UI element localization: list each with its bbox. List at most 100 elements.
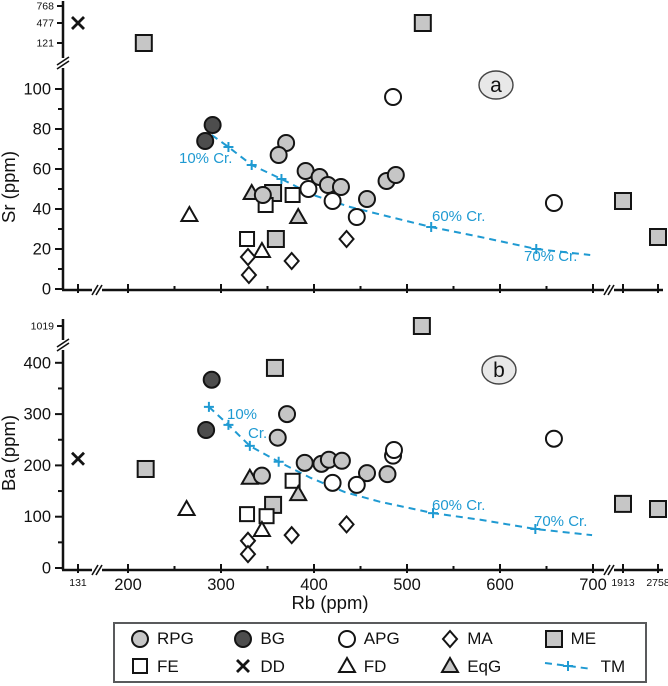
series-MA bbox=[239, 229, 355, 285]
legend-item-me: ME bbox=[542, 628, 645, 650]
svg-text:2758: 2758 bbox=[646, 577, 668, 589]
series-ME bbox=[134, 14, 667, 248]
point-FD bbox=[252, 240, 272, 258]
point-DD bbox=[71, 451, 85, 466]
series-BG bbox=[197, 370, 221, 440]
fe-marker-icon bbox=[132, 658, 148, 675]
svg-text:1019: 1019 bbox=[31, 321, 55, 333]
point-RPG bbox=[358, 190, 377, 208]
legend-item-apg: APG bbox=[335, 628, 438, 650]
point-APG bbox=[323, 473, 342, 492]
legend-item-tm: TM bbox=[542, 655, 645, 677]
series-APG bbox=[323, 429, 563, 494]
point-ME bbox=[134, 34, 153, 52]
tm-marker-icon bbox=[544, 661, 592, 672]
panel-badge-b: b bbox=[481, 355, 517, 385]
y-axis-title-b: Ba (ppm) bbox=[0, 415, 19, 491]
legend-item-fe: FE bbox=[128, 655, 231, 677]
point-FE bbox=[239, 231, 256, 247]
series-FE bbox=[239, 472, 301, 525]
axes-a: 0 20 40 60 80 100 768 477 121 bbox=[23, 1, 663, 299]
point-ME bbox=[614, 192, 632, 210]
point-APG bbox=[384, 441, 403, 460]
point-ME bbox=[413, 14, 432, 32]
svg-text:121: 121 bbox=[36, 38, 54, 50]
point-RPG bbox=[252, 466, 271, 485]
series-DD bbox=[71, 16, 85, 30]
point-RPG bbox=[378, 465, 397, 484]
tm-label: 60% Cr. bbox=[432, 208, 485, 225]
svg-text:600: 600 bbox=[486, 576, 514, 594]
legend-item-ma: MA bbox=[438, 628, 541, 650]
point-APG bbox=[384, 88, 403, 106]
tm-label: 60% Cr. bbox=[432, 497, 485, 514]
axis-break-icon bbox=[56, 56, 70, 70]
point-FD bbox=[179, 204, 200, 222]
point-ME bbox=[266, 230, 285, 248]
legend-label: FD bbox=[363, 656, 387, 676]
point-BG bbox=[197, 421, 216, 440]
point-MA bbox=[239, 544, 257, 564]
point-MA bbox=[239, 247, 257, 267]
apg-marker-icon bbox=[337, 629, 356, 648]
point-ME bbox=[614, 494, 632, 513]
point-APG bbox=[347, 208, 366, 226]
point-RPG bbox=[331, 178, 350, 196]
point-RPG bbox=[295, 453, 314, 472]
point-FE bbox=[284, 472, 301, 489]
legend-item-eqg: EqG bbox=[438, 655, 541, 677]
point-MA bbox=[283, 525, 301, 545]
series-RPG bbox=[252, 405, 397, 485]
point-FD bbox=[252, 520, 272, 538]
point-BG bbox=[202, 370, 221, 389]
svg-text:400: 400 bbox=[23, 354, 51, 372]
point-ME bbox=[136, 459, 155, 478]
point-RPG bbox=[253, 186, 272, 204]
axes-b: 200 300 400 500 600 700 131 1913 2758 0 100 200 300 4… bbox=[23, 319, 668, 594]
svg-text:477: 477 bbox=[36, 18, 54, 30]
panel-b: 200 300 400 500 600 700 131 1913 2758 0 100 200 300 4… bbox=[0, 317, 668, 594]
svg-text:200: 200 bbox=[114, 576, 142, 594]
point-APG bbox=[299, 180, 318, 198]
point-FE bbox=[239, 506, 256, 523]
tm-label: 70% Cr. bbox=[524, 248, 577, 265]
x-axis-title: Rb (ppm) bbox=[291, 592, 368, 613]
point-RPG bbox=[386, 166, 405, 184]
tm-label: Cr. bbox=[248, 425, 267, 442]
legend-label: DD bbox=[260, 656, 285, 676]
svg-text:b: b bbox=[493, 359, 505, 382]
svg-text:a: a bbox=[490, 74, 502, 97]
legend-label: RPG bbox=[157, 629, 194, 649]
svg-text:60: 60 bbox=[33, 161, 51, 179]
point-EqG bbox=[288, 484, 308, 502]
svg-text:700: 700 bbox=[579, 576, 607, 594]
bg-marker-icon bbox=[234, 629, 253, 648]
series-DD bbox=[71, 451, 85, 466]
panel-badge-a: a bbox=[478, 70, 514, 100]
dd-marker-icon bbox=[236, 659, 251, 674]
point-DD bbox=[71, 16, 85, 30]
point-BG bbox=[196, 132, 215, 150]
svg-text:131: 131 bbox=[69, 577, 87, 589]
legend-label: MA bbox=[467, 629, 493, 649]
series-APG bbox=[299, 88, 563, 226]
series-EqG bbox=[240, 467, 308, 502]
point-ME bbox=[265, 358, 284, 377]
series-MA bbox=[239, 514, 355, 564]
point-APG bbox=[347, 475, 366, 494]
svg-text:300: 300 bbox=[207, 576, 235, 594]
svg-text:40: 40 bbox=[33, 201, 51, 219]
me-marker-icon bbox=[544, 629, 563, 648]
fd-marker-icon bbox=[337, 656, 357, 674]
legend-label: TM bbox=[600, 656, 626, 676]
axis-break-icon bbox=[603, 564, 615, 576]
svg-text:80: 80 bbox=[33, 121, 51, 139]
series-RPG bbox=[253, 134, 405, 208]
point-MA bbox=[283, 251, 301, 271]
point-ME bbox=[412, 317, 431, 335]
legend-label: EqG bbox=[467, 656, 502, 676]
point-ME bbox=[649, 228, 667, 246]
point-FD bbox=[176, 498, 197, 517]
svg-text:500: 500 bbox=[393, 576, 421, 594]
svg-text:300: 300 bbox=[23, 406, 51, 424]
